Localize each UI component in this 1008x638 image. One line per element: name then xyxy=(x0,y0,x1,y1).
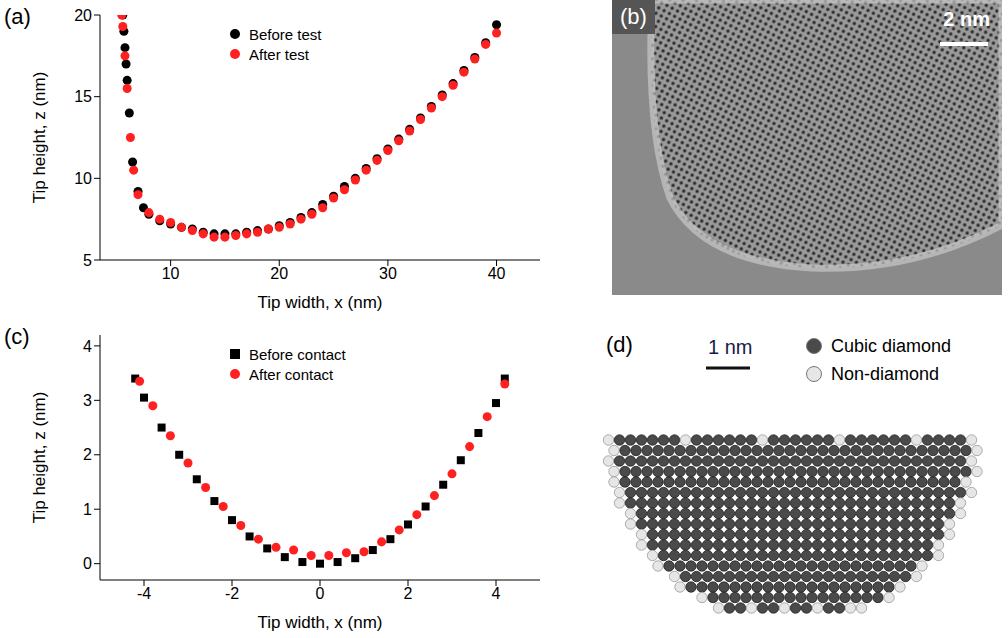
svg-text:30: 30 xyxy=(379,265,397,282)
html-text:After contact: After contact xyxy=(249,365,334,383)
svg-text:Tip width, x (nm): Tip width, x (nm) xyxy=(257,613,382,632)
html-text:Cubic diamond: Cubic diamond xyxy=(831,335,952,356)
svg-text:10: 10 xyxy=(74,170,92,187)
html-text:(d): (d) xyxy=(606,332,633,357)
svg-text:Tip height, z (nm): Tip height, z (nm) xyxy=(30,72,49,204)
svg-text:Tip height, z (nm): Tip height, z (nm) xyxy=(30,392,49,524)
html-text:Non-diamond: Non-diamond xyxy=(831,363,940,384)
svg-text:0: 0 xyxy=(83,555,92,572)
svg-text:4: 4 xyxy=(83,338,92,355)
svg-text:2: 2 xyxy=(83,446,92,463)
svg-text:-2: -2 xyxy=(225,585,239,602)
html-text:After test: After test xyxy=(249,45,309,63)
svg-text:5: 5 xyxy=(83,252,92,269)
svg-text:20: 20 xyxy=(74,7,92,24)
html-text:Before test: Before test xyxy=(249,25,322,43)
svg-text:0: 0 xyxy=(316,585,325,602)
html-text:2 nm: 2 nm xyxy=(943,8,990,30)
html-text:(c): (c) xyxy=(4,324,30,349)
html-text:Before contact: Before contact xyxy=(249,345,346,363)
svg-text:1: 1 xyxy=(83,501,92,518)
svg-text:15: 15 xyxy=(74,88,92,105)
svg-text:2: 2 xyxy=(404,585,413,602)
svg-text:3: 3 xyxy=(83,392,92,409)
svg-text:Tip width, x (nm): Tip width, x (nm) xyxy=(257,293,382,312)
svg-text:10: 10 xyxy=(162,265,180,282)
svg-text:40: 40 xyxy=(488,265,506,282)
svg-text:-4: -4 xyxy=(137,585,151,602)
html-text:(b): (b) xyxy=(620,4,647,29)
html-text:(a): (a) xyxy=(4,4,31,29)
svg-text:20: 20 xyxy=(270,265,288,282)
html-text:1 nm: 1 nm xyxy=(708,336,753,358)
svg-text:4: 4 xyxy=(492,585,501,602)
